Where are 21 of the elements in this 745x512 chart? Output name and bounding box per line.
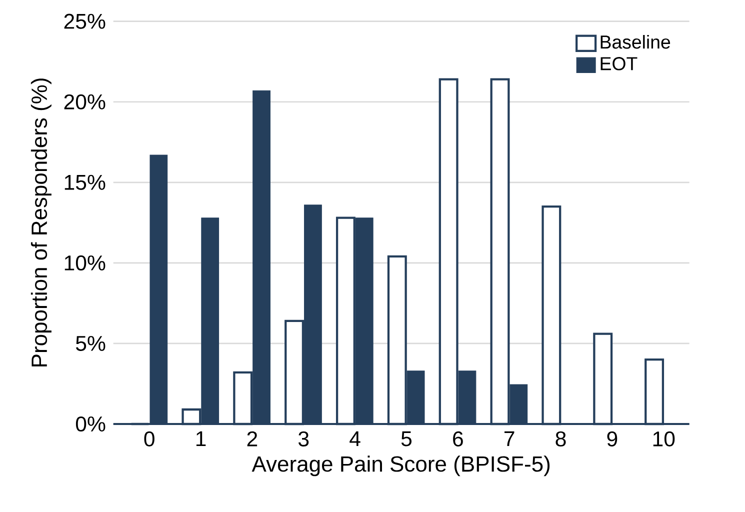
- y-tick-label: 15%: [64, 174, 106, 190]
- legend-label: Baseline: [600, 34, 670, 49]
- x-tick-label: 9: [607, 431, 618, 446]
- x-axis-title: Average Pain Score (BPISF-5): [252, 456, 550, 476]
- x-tick-label: 8: [556, 431, 566, 446]
- y-axis-title: Proportion of Responders (%): [30, 78, 52, 366]
- y-tick-label: 10%: [64, 255, 106, 270]
- x-tick-label: 7: [504, 431, 514, 446]
- x-tick-label: 6: [453, 431, 463, 446]
- x-tick-label: 3: [298, 431, 309, 446]
- x-tick-label: 0: [144, 431, 154, 446]
- x-tick-label: 1: [196, 431, 206, 446]
- y-tick-label: 0%: [76, 416, 106, 432]
- x-tick-label: 4: [350, 431, 360, 446]
- legend-label: EOT: [600, 57, 638, 70]
- y-tick-label: 25%: [64, 14, 106, 29]
- y-tick-label: 20%: [64, 94, 106, 110]
- x-tick-label: 5: [401, 431, 412, 446]
- x-tick-label: 10: [653, 431, 675, 446]
- y-tick-label: 5%: [76, 336, 106, 351]
- x-tick-label: 2: [247, 431, 258, 446]
